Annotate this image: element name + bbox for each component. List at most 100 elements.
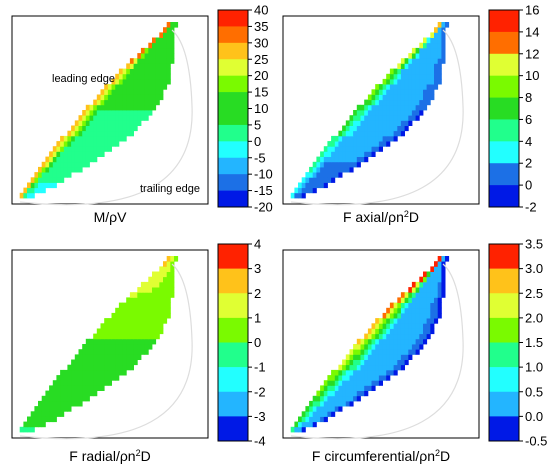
heatmap-cell	[441, 47, 446, 54]
heatmap-cell	[393, 110, 398, 116]
heatmap-cell	[74, 151, 79, 157]
heatmap-cell	[133, 125, 138, 132]
heatmap-cell	[133, 338, 138, 345]
heatmap-cell	[89, 354, 94, 360]
heatmap-cell	[331, 151, 336, 157]
heatmap-cell	[400, 323, 405, 329]
colorbar-tick-label: -10	[254, 167, 273, 182]
heatmap-cell	[60, 400, 65, 407]
heatmap-cell	[426, 318, 431, 324]
colorbar-tick-label: 3.0	[525, 261, 543, 276]
heatmap-cell	[133, 78, 138, 85]
heatmap-cell	[111, 94, 116, 101]
heatmap-cell	[89, 380, 94, 386]
heatmap-cell	[152, 89, 157, 95]
heatmap-cell	[107, 359, 112, 366]
heatmap-cell	[85, 395, 90, 402]
heatmap-cell	[144, 323, 149, 329]
heatmap-cell	[423, 63, 428, 69]
heatmap-cell	[353, 141, 358, 147]
heatmap-cell	[129, 297, 134, 303]
heatmap-cell	[301, 416, 306, 423]
heatmap-cell	[364, 390, 369, 397]
heatmap-cell	[148, 53, 153, 59]
title-end: D	[409, 209, 419, 225]
heatmap-cell	[111, 369, 116, 376]
heatmap-cell	[323, 166, 328, 173]
heatmap-cell	[375, 323, 380, 329]
heatmap-cell	[375, 125, 380, 132]
heatmap-cell	[170, 271, 175, 278]
colorbar-band	[489, 185, 519, 208]
colorbar-band	[218, 141, 248, 159]
heatmap-cell	[434, 302, 439, 309]
heatmap-cell	[434, 27, 439, 33]
heatmap-cell	[126, 115, 131, 121]
heatmap-cell	[375, 369, 380, 376]
heatmap-cell	[93, 364, 98, 371]
heatmap-cell	[367, 104, 372, 111]
heatmap-cell	[378, 141, 383, 147]
heatmap-cell	[122, 364, 127, 371]
heatmap-cell	[133, 344, 138, 350]
heatmap-cell	[115, 130, 120, 137]
heatmap-cell	[375, 89, 380, 95]
heatmap-cell	[309, 400, 314, 407]
heatmap-cell	[338, 395, 343, 402]
heatmap-cell	[360, 104, 365, 111]
heatmap-cell	[323, 385, 328, 391]
heatmap-cell	[375, 141, 380, 147]
heatmap-cell	[82, 120, 87, 126]
heatmap-cell	[360, 110, 365, 116]
heatmap-cell	[67, 390, 72, 397]
colorbar-band	[489, 163, 519, 186]
heatmap-cell	[107, 135, 112, 142]
heatmap-cell	[408, 58, 413, 64]
heatmap-cell	[441, 292, 446, 298]
heatmap-cell	[367, 120, 372, 126]
heatmap-cell	[155, 323, 160, 329]
heatmap-cell	[107, 141, 112, 147]
heatmap-cell	[430, 266, 435, 272]
heatmap-cell	[316, 406, 321, 412]
heatmap-cell	[56, 161, 61, 168]
heatmap-cell	[364, 385, 369, 391]
heatmap-cell	[45, 416, 50, 423]
heatmap-cell	[118, 84, 123, 90]
heatmap-cell	[419, 58, 424, 64]
heatmap-cell	[386, 375, 391, 381]
heatmap-cell	[122, 307, 127, 314]
heatmap-cell	[389, 354, 394, 360]
heatmap-cell	[144, 297, 149, 303]
heatmap-cell	[415, 94, 420, 101]
heatmap-cell	[423, 89, 428, 95]
heatmap-cell	[334, 375, 339, 381]
heatmap-cell	[166, 63, 171, 69]
heatmap-cell	[378, 349, 383, 355]
heatmap-cell	[133, 94, 138, 101]
heatmap-cell	[415, 292, 420, 298]
heatmap-cell	[441, 58, 446, 64]
heatmap-cell	[129, 364, 134, 371]
heatmap-cell	[30, 187, 35, 194]
heatmap-cell	[111, 312, 116, 319]
heatmap-cell	[133, 68, 138, 75]
heatmap-cell	[426, 53, 431, 59]
heatmap-cell	[166, 281, 171, 288]
heatmap-cell	[144, 104, 149, 111]
heatmap-cell	[378, 375, 383, 381]
heatmap-cell	[342, 375, 347, 381]
heatmap-cell	[38, 416, 43, 423]
heatmap-cell	[74, 369, 79, 376]
heatmap-cell	[320, 400, 325, 407]
heatmap-cell	[163, 73, 168, 80]
heatmap-cell	[378, 130, 383, 137]
heatmap-cell	[378, 328, 383, 335]
heatmap-cell	[56, 166, 61, 173]
heatmap-cell	[437, 261, 442, 267]
colorbar-tick-label: 0	[254, 134, 261, 149]
heatmap-cell	[334, 151, 339, 157]
heatmap-cell	[389, 312, 394, 319]
heatmap-cell	[60, 369, 65, 376]
heatmap-cell	[129, 292, 134, 298]
